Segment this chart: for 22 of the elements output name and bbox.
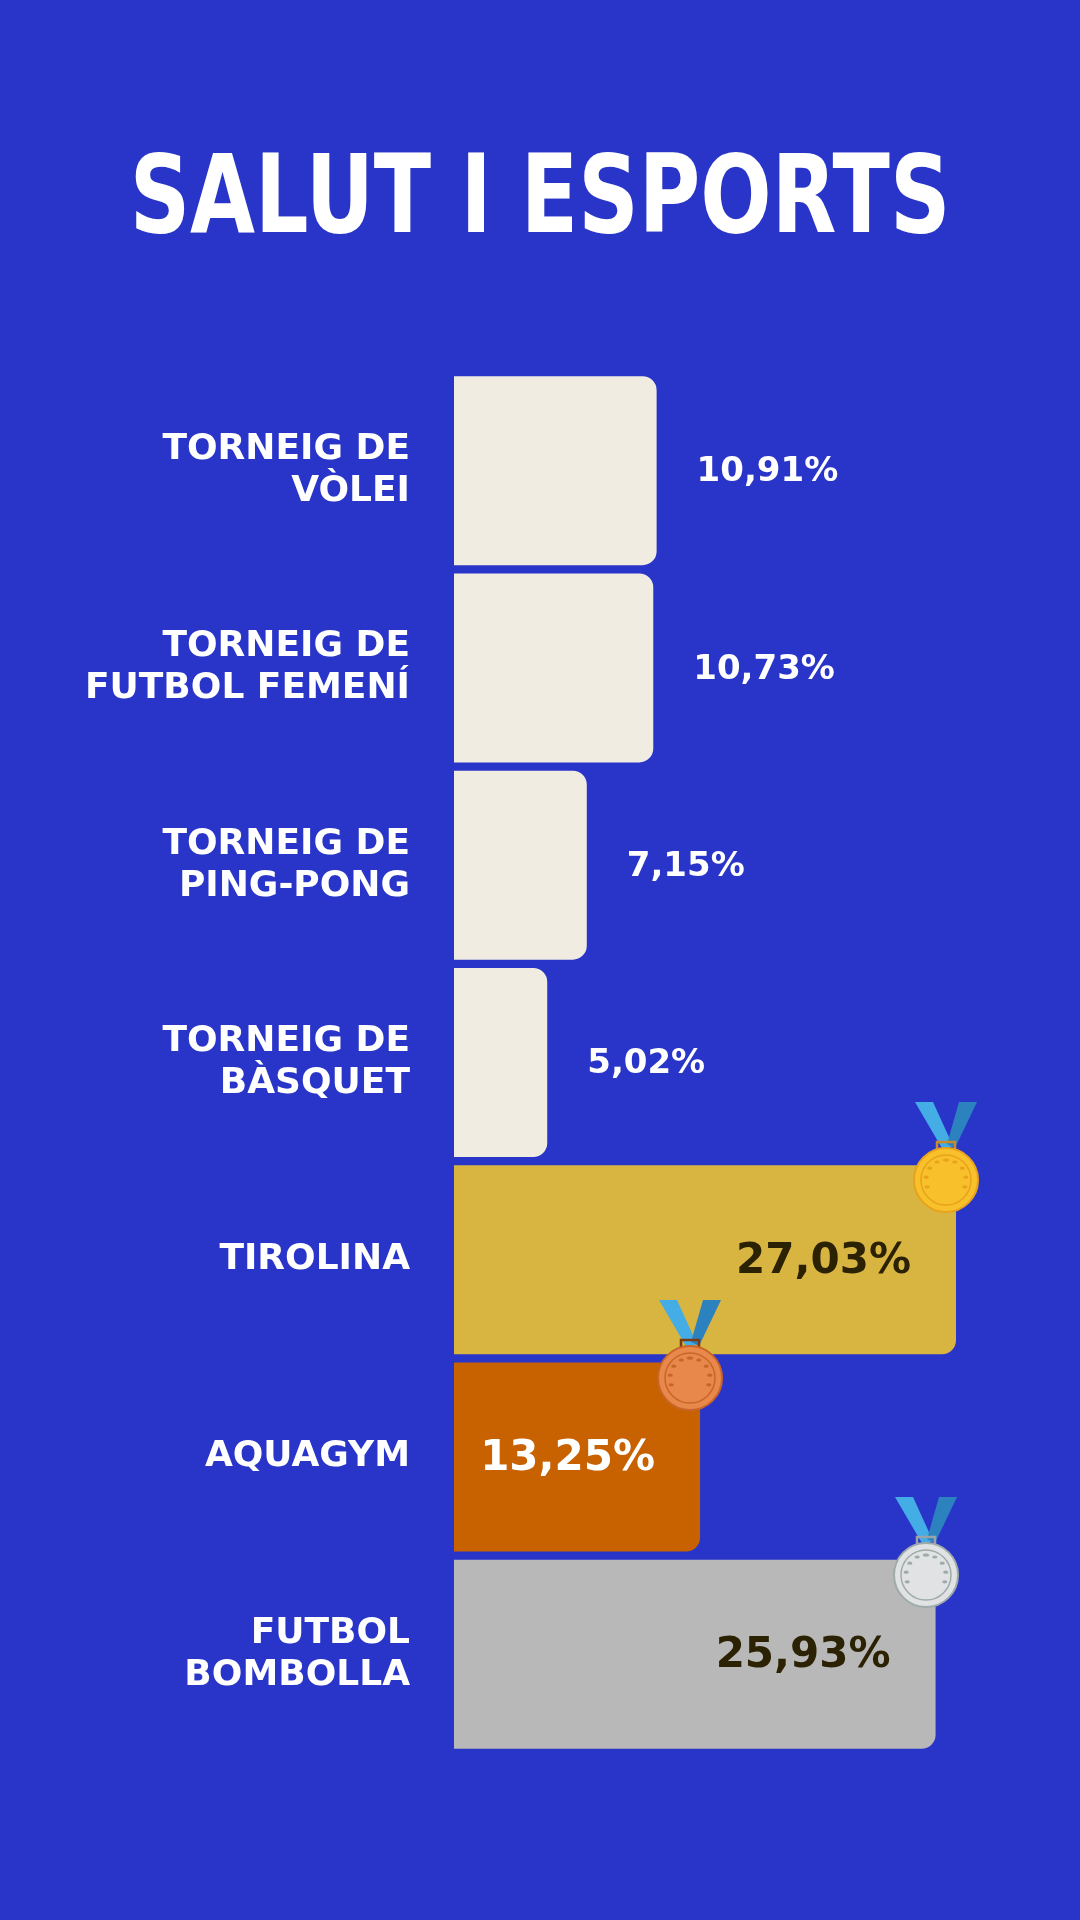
bar xyxy=(454,376,657,566)
data-label: 10,73% xyxy=(693,646,835,687)
y-tick-label: TORNEIG DE VÒLEI xyxy=(162,425,410,510)
data-label: 27,03% xyxy=(736,1233,911,1283)
y-tick-label: TIROLINA xyxy=(219,1236,411,1278)
data-label: 10,91% xyxy=(696,449,839,490)
bar xyxy=(454,1559,936,1749)
data-label: 7,15% xyxy=(626,844,745,885)
y-tick-label: AQUAGYM xyxy=(204,1433,410,1475)
data-label: 25,93% xyxy=(715,1628,891,1678)
data-label: 13,25% xyxy=(480,1430,656,1480)
y-tick-label: FUTBOL BOMBOLLA xyxy=(184,1609,411,1693)
data-label: 5,02% xyxy=(587,1041,706,1082)
y-tick-label: TORNEIG DE PING-PONG xyxy=(162,820,410,904)
bar xyxy=(454,1165,956,1355)
bar xyxy=(454,770,587,960)
bar xyxy=(454,968,548,1157)
y-tick-label: TORNEIG DE FUTBOL FEMENÍ xyxy=(84,623,410,707)
chart-title: SALUT I ESPORTS xyxy=(129,131,951,258)
y-tick-label: TORNEIG DE BÀSQUET xyxy=(162,1017,411,1101)
bar xyxy=(454,1362,701,1552)
bar xyxy=(454,573,654,763)
